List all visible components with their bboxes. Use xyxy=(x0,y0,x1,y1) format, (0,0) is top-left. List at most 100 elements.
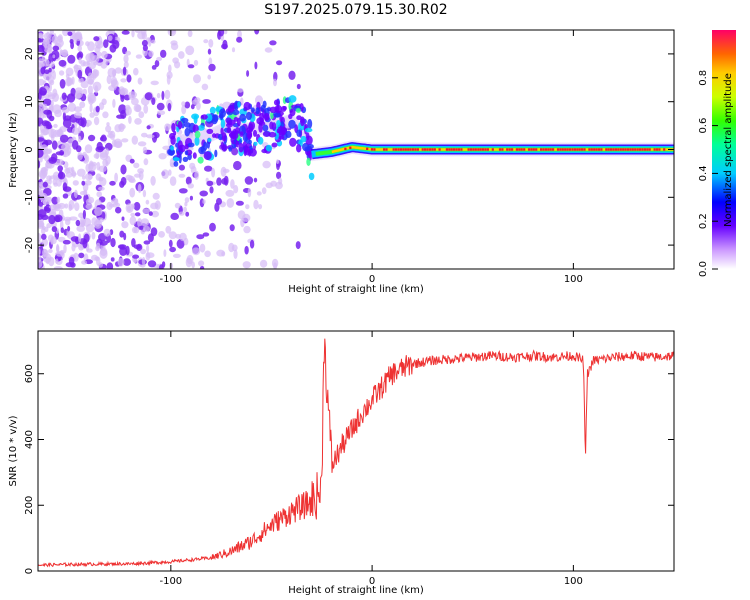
heatmap-noise-cell xyxy=(85,223,95,233)
heatmap-noise-cell xyxy=(255,95,263,106)
heatmap-noise-cell xyxy=(42,248,48,257)
heatmap-peak-cell xyxy=(663,148,666,151)
heatmap-noise-cell xyxy=(191,261,195,269)
heatmap-peak-cell xyxy=(404,148,407,151)
heatmap-noise-cell xyxy=(74,31,83,41)
heatmap-signal-cell xyxy=(265,144,272,152)
heatmap-noise-cell xyxy=(64,167,71,174)
heatmap-noise-cell xyxy=(61,106,70,114)
heatmap-noise-cell xyxy=(258,204,263,210)
heatmap-noise-cell xyxy=(121,216,125,221)
heatmap-noise-cell xyxy=(110,237,116,248)
heatmap-noise-cell xyxy=(114,141,123,149)
heatmap-peak-cell xyxy=(370,148,374,151)
heatmap-noise-cell xyxy=(78,252,85,259)
heatmap-noise-cell xyxy=(78,125,81,134)
heatmap-noise-cell xyxy=(70,87,76,97)
heatmap-noise-cell xyxy=(253,199,259,210)
y-tick-label: 10 xyxy=(24,95,35,108)
heatmap-peak-cell xyxy=(482,148,485,151)
heatmap-noise-cell xyxy=(144,92,153,101)
heatmap-noise-cell xyxy=(49,175,58,180)
heatmap-noise-cell xyxy=(62,30,70,37)
heatmap-noise-cell xyxy=(166,74,171,85)
heatmap-peak-cell xyxy=(540,148,543,151)
heatmap-noise-cell xyxy=(50,99,54,108)
heatmap-noise-cell xyxy=(47,92,53,97)
spectrogram-heatmap xyxy=(38,30,674,269)
heatmap-signal-cell xyxy=(255,107,260,115)
heatmap-peak-cell xyxy=(472,148,475,151)
heatmap-noise-cell xyxy=(88,61,97,70)
snr-y-axis-label: SNR (10 * v/v) xyxy=(8,415,19,486)
heatmap-peak-cell xyxy=(453,148,456,151)
heatmap-noise-cell xyxy=(168,231,177,240)
heatmap-signal-cell xyxy=(271,142,278,148)
heatmap-peak-cell xyxy=(590,148,593,151)
heatmap-noise-cell xyxy=(194,170,200,180)
heatmap-noise-cell xyxy=(76,225,85,232)
heatmap-signal-cell xyxy=(239,113,247,122)
heatmap-noise-cell xyxy=(254,61,258,70)
heatmap-noise-cell xyxy=(237,30,242,39)
heatmap-noise-cell xyxy=(70,236,80,242)
heatmap-noise-cell xyxy=(114,198,119,206)
heatmap-signal-cell xyxy=(220,118,226,129)
heatmap-signal-cell xyxy=(276,120,281,128)
heatmap-noise-cell xyxy=(128,115,132,124)
heatmap-noise-cell xyxy=(51,35,59,44)
heatmap-peak-cell xyxy=(593,148,596,151)
heatmap-noise-cell xyxy=(60,49,68,57)
heatmap-noise-cell xyxy=(135,104,142,113)
heatmap-noise-cell xyxy=(78,135,82,143)
heatmap-signal-cell xyxy=(182,156,189,162)
heatmap-noise-cell xyxy=(142,146,147,154)
heatmap-peak-cell xyxy=(576,148,579,151)
heatmap-noise-cell xyxy=(108,203,115,208)
heatmap-noise-cell xyxy=(42,58,50,67)
colorbar-tick-label: 0.0 xyxy=(698,261,709,277)
heatmap-noise-cell xyxy=(62,186,72,192)
heatmap-signal-cell xyxy=(300,135,307,143)
heatmap-signal-cell xyxy=(233,117,239,122)
heatmap-noise-cell xyxy=(125,50,131,56)
heatmap-noise-cell xyxy=(69,216,78,221)
heatmap-noise-cell xyxy=(135,54,143,59)
snr-y-ticks: 0 200 400 600 xyxy=(24,364,674,574)
heatmap-noise-cell xyxy=(96,191,102,198)
snr-x-axis-label: Height of straight line (km) xyxy=(288,585,424,596)
heatmap-noise-cell xyxy=(221,178,228,185)
heatmap-noise-cell xyxy=(137,218,143,228)
heatmap-noise-cell xyxy=(174,202,181,209)
heatmap-noise-cell xyxy=(74,90,83,99)
heatmap-noise-cell xyxy=(131,203,135,209)
heatmap-noise-cell xyxy=(204,165,213,172)
heatmap-peak-cell xyxy=(515,148,518,151)
heatmap-peak-cell xyxy=(477,148,480,151)
heatmap-noise-cell xyxy=(48,204,57,211)
heatmap-signal-cell xyxy=(262,124,269,132)
heatmap-noise-cell xyxy=(229,224,235,232)
heatmap-noise-cell xyxy=(42,71,52,81)
heatmap-noise-cell xyxy=(121,138,129,143)
heatmap-signal-cell xyxy=(257,136,264,145)
heatmap-noise-cell xyxy=(142,189,147,198)
heatmap-noise-cell xyxy=(57,165,63,172)
heatmap-noise-cell xyxy=(231,244,238,252)
heatmap-noise-cell xyxy=(253,177,258,183)
heatmap-peak-cell xyxy=(605,148,608,151)
heatmap-noise-cell xyxy=(216,197,222,205)
heatmap-noise-cell xyxy=(133,201,141,211)
heatmap-noise-cell xyxy=(222,39,228,50)
heatmap-peak-cell xyxy=(438,148,441,151)
heatmap-noise-cell xyxy=(127,175,135,183)
heatmap-noise-cell xyxy=(126,74,132,83)
heatmap-noise-cell xyxy=(148,211,153,216)
heatmap-noise-cell xyxy=(143,240,151,245)
heatmap-noise-cell xyxy=(123,61,129,68)
heatmap-noise-cell xyxy=(242,213,251,222)
heatmap-noise-cell xyxy=(78,233,82,243)
heatmap-noise-cell xyxy=(106,74,112,85)
heatmap-noise-cell xyxy=(116,114,125,119)
heatmap-signal-cell xyxy=(242,132,249,142)
